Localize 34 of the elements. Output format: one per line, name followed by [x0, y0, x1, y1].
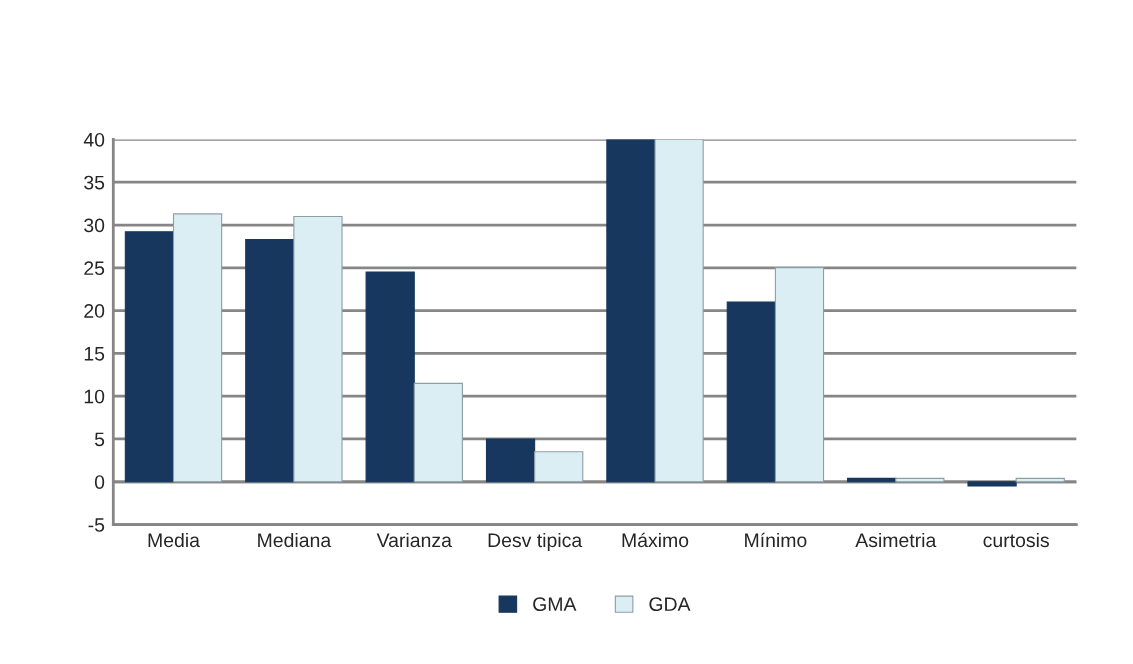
bar: [967, 481, 1017, 487]
y-tick-label: 5: [94, 432, 105, 447]
x-tick-label: Desv tipica: [488, 532, 583, 552]
y-tick-label: -5: [88, 518, 105, 532]
x-tick-label: Máximo: [622, 532, 689, 548]
bar: [485, 438, 536, 483]
legend-label: GDA: [649, 597, 691, 612]
bar: [293, 215, 343, 483]
bar: [726, 301, 776, 483]
bar: [534, 451, 584, 483]
y-tick-label: 15: [84, 347, 105, 361]
x-tick-label: Asimetria: [855, 532, 937, 548]
y-tick-label: 20: [84, 304, 105, 318]
bar: [365, 271, 415, 483]
y-tick-label: 25: [84, 261, 105, 276]
bar: [245, 239, 295, 483]
bar: [895, 477, 945, 483]
y-tick-label: 10: [84, 389, 105, 404]
bar: [774, 267, 825, 483]
x-tick-label: Media: [148, 532, 200, 548]
bar: [124, 231, 175, 483]
legend-label: GMA: [533, 597, 577, 612]
x-tick-label: Varianza: [376, 532, 452, 548]
bar: [606, 139, 656, 483]
y-tick-label: 40: [83, 132, 105, 147]
x-tick-label: curtosis: [983, 532, 1049, 548]
x-tick-label: Mínimo: [745, 532, 807, 548]
bar: [654, 139, 704, 483]
y-tick-label: 35: [84, 175, 105, 190]
bar: [413, 382, 463, 483]
x-tick-label: Mediana: [258, 532, 332, 548]
y-tick-label: 0: [94, 475, 105, 490]
bar: [172, 213, 223, 483]
y-tick-label: 30: [84, 218, 105, 233]
